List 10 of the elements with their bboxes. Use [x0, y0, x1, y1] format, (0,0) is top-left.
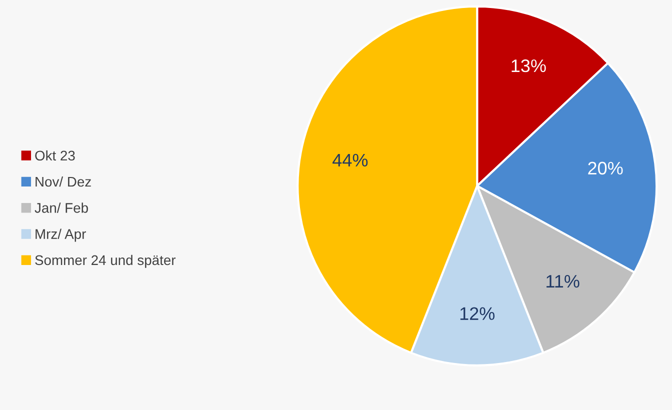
- legend-label: Okt 23: [35, 150, 75, 161]
- legend-label: Jan/ Feb: [34, 202, 88, 213]
- data-label: 11%: [546, 275, 580, 288]
- legend-label: Nov/ Dez: [36, 176, 91, 187]
- data-label: 20%: [588, 162, 623, 175]
- data-label: 12%: [460, 307, 495, 320]
- data-label: 13%: [512, 59, 546, 72]
- data-label: 44%: [332, 154, 368, 166]
- legend-label: Mrz/ Apr: [36, 228, 86, 242]
- legend-label: Sommer 24 und später: [35, 254, 176, 268]
